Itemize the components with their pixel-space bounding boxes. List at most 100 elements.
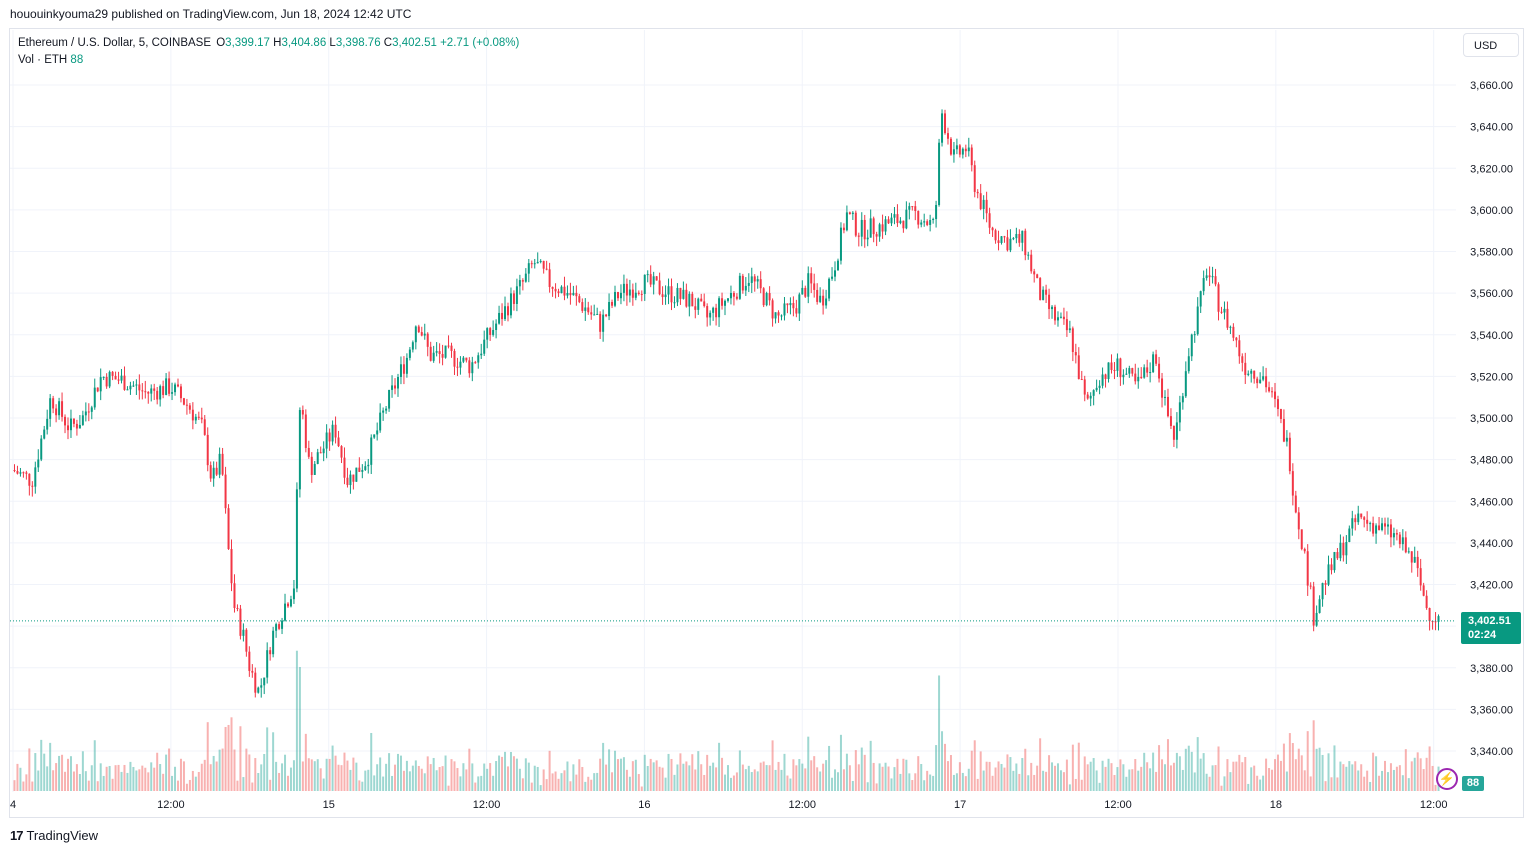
candle-body <box>402 364 405 374</box>
change-value: +2.71 (+0.08%) <box>440 37 520 49</box>
volume-bar <box>518 768 521 791</box>
flash-icon[interactable]: ⚡ <box>1436 768 1458 790</box>
volume-bar <box>584 781 587 791</box>
volume-bar <box>72 771 75 791</box>
volume-bar <box>1386 772 1389 791</box>
symbol-label[interactable]: Ethereum / U.S. Dollar, 5, COINBASE <box>18 37 212 49</box>
y-tick-label: 3,360.00 <box>1470 704 1513 716</box>
candle-body <box>834 270 837 277</box>
candle-body <box>566 292 569 296</box>
candle-body <box>774 312 777 319</box>
volume-bar <box>245 748 248 791</box>
volume-bar <box>55 763 58 791</box>
volume-bar <box>1202 753 1205 791</box>
volume-bar <box>807 736 810 791</box>
volume-bar <box>215 761 218 791</box>
candle-body <box>1312 586 1315 626</box>
volume-bar <box>997 761 1000 791</box>
candle-body <box>1089 395 1092 399</box>
candle-body <box>964 148 967 152</box>
candle-body <box>242 629 245 636</box>
ohlc-row: Ethereum / U.S. Dollar, 5, COINBASE O3,3… <box>18 35 519 52</box>
volume-bar <box>1327 753 1330 791</box>
candle-body <box>756 279 759 282</box>
volume-bar <box>462 763 465 791</box>
candle-body <box>515 286 518 304</box>
candle-body <box>1410 551 1413 563</box>
volume-bar <box>379 757 382 791</box>
volume-bar <box>798 759 801 791</box>
volume-bar <box>194 776 197 791</box>
candle-body <box>726 298 729 301</box>
volume-bar <box>361 781 364 791</box>
volume-bar <box>286 775 289 791</box>
volume-bar <box>257 773 260 791</box>
volume-bar <box>1006 754 1009 791</box>
volume-bar <box>1045 771 1048 791</box>
volume-bar <box>1080 779 1083 791</box>
volume-bar <box>964 776 967 791</box>
volume-bar <box>1095 770 1098 791</box>
candle-body <box>298 410 301 490</box>
volume-bar <box>64 771 67 791</box>
volume-bar <box>1384 760 1387 791</box>
volume-bar <box>765 765 768 791</box>
volume-bar <box>420 768 423 791</box>
currency-button[interactable]: USD <box>1463 33 1519 57</box>
volume-bar <box>566 761 569 791</box>
volume-bar <box>1077 742 1080 791</box>
volume-bar <box>991 775 994 791</box>
candle-body <box>1107 362 1110 379</box>
candle-body <box>908 206 911 210</box>
volume-bar <box>881 766 884 791</box>
volume-bar <box>1015 763 1018 791</box>
volume-bar <box>810 760 813 791</box>
volume-bar <box>388 753 391 791</box>
volume-bar <box>1059 770 1062 791</box>
volume-bar <box>899 773 902 791</box>
volume-bar <box>105 766 108 791</box>
volume-bar <box>275 761 278 791</box>
volume-bar <box>614 750 617 791</box>
volume-bar <box>557 778 560 791</box>
chart-frame <box>9 28 1524 818</box>
volume-bar <box>1285 771 1288 791</box>
volume-bar <box>1398 765 1401 791</box>
candle-body <box>786 303 789 306</box>
volume-bar <box>477 776 480 791</box>
volume-bar <box>1413 757 1416 791</box>
volume-bar <box>979 751 982 791</box>
volume-bar <box>685 761 688 791</box>
candle-body <box>498 312 501 324</box>
candle-body <box>1226 308 1229 328</box>
candle-body <box>1143 367 1146 378</box>
volume-bar <box>845 753 848 791</box>
candle-body <box>1256 378 1259 384</box>
volume-bar <box>774 769 777 791</box>
candle-body <box>292 588 295 600</box>
volume-bar <box>958 762 961 791</box>
volume-bar <box>575 774 578 791</box>
candle-body <box>99 377 102 392</box>
tradingview-logo[interactable]: 17 TradingView <box>10 828 98 843</box>
candle-body <box>1039 278 1042 300</box>
candle-body <box>1276 399 1279 410</box>
volume-bar <box>533 765 536 791</box>
candle-body <box>768 293 771 301</box>
candle-body <box>444 345 447 358</box>
volume-bar <box>1187 745 1190 791</box>
volume-label[interactable]: Vol · ETH <box>18 54 68 66</box>
candle-body <box>542 260 545 269</box>
candle-body <box>426 333 429 347</box>
candle-body <box>200 417 203 420</box>
candle-body <box>1250 370 1253 374</box>
volume-bar <box>524 758 527 791</box>
candle-body <box>938 142 941 205</box>
candle-body <box>771 300 774 319</box>
volume-bar <box>831 777 834 791</box>
candle-body <box>1378 525 1381 530</box>
candle-body <box>539 260 542 263</box>
volume-bar <box>1074 778 1077 791</box>
candle-body <box>611 302 614 306</box>
